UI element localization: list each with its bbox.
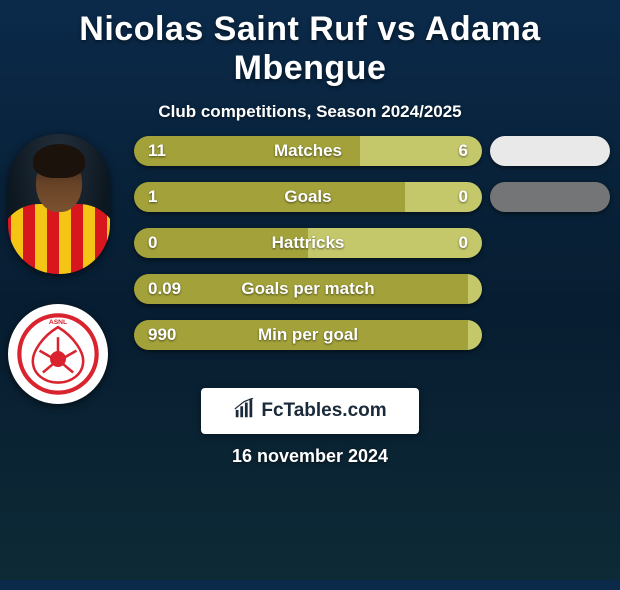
- stat-right-seg: [468, 320, 482, 350]
- stat-right-value: 0: [459, 187, 468, 207]
- stat-row-min-per-goal: 990 Min per goal: [134, 320, 482, 350]
- stat-right-seg: 0: [405, 182, 482, 212]
- stat-right-value: 0: [459, 233, 468, 253]
- stat-row-goals-per-match: 0.09 Goals per match: [134, 274, 482, 304]
- page-title: Nicolas Saint Ruf vs Adama Mbengue: [0, 10, 620, 88]
- date-line: 16 november 2024: [0, 446, 620, 467]
- svg-text:ASNL: ASNL: [49, 319, 67, 326]
- stat-left-value: 0.09: [148, 279, 181, 299]
- stat-right-value: 6: [459, 141, 468, 161]
- stat-left-value: 990: [148, 325, 176, 345]
- page-subtitle: Club competitions, Season 2024/2025: [0, 102, 620, 122]
- player1-avatar: [8, 134, 110, 274]
- stat-left-seg: 0.09: [134, 274, 468, 304]
- stat-right-seg: 6: [360, 136, 482, 166]
- brand-box: FcTables.com: [201, 388, 419, 434]
- stat-right-seg: 0: [308, 228, 482, 258]
- pill-2: [490, 182, 610, 212]
- stats-bars: 11 6 Matches 1 0 Goals 0 0 Hattrick: [134, 136, 482, 366]
- stat-left-value: 0: [148, 233, 157, 253]
- stat-right-seg: [468, 274, 482, 304]
- stat-row-hattricks: 0 0 Hattricks: [134, 228, 482, 258]
- pill-1: [490, 136, 610, 166]
- stat-left-value: 1: [148, 187, 157, 207]
- bar-chart-icon: [233, 398, 255, 425]
- stat-left-seg: 11: [134, 136, 360, 166]
- stat-row-matches: 11 6 Matches: [134, 136, 482, 166]
- stat-left-value: 11: [148, 141, 166, 161]
- stat-row-goals: 1 0 Goals: [134, 182, 482, 212]
- stat-left-seg: 0: [134, 228, 308, 258]
- stat-left-seg: 1: [134, 182, 405, 212]
- stat-left-seg: 990: [134, 320, 468, 350]
- brand-text: FcTables.com: [261, 400, 386, 422]
- player2-club-badge: ASNL: [8, 304, 108, 404]
- right-pills: [490, 136, 610, 228]
